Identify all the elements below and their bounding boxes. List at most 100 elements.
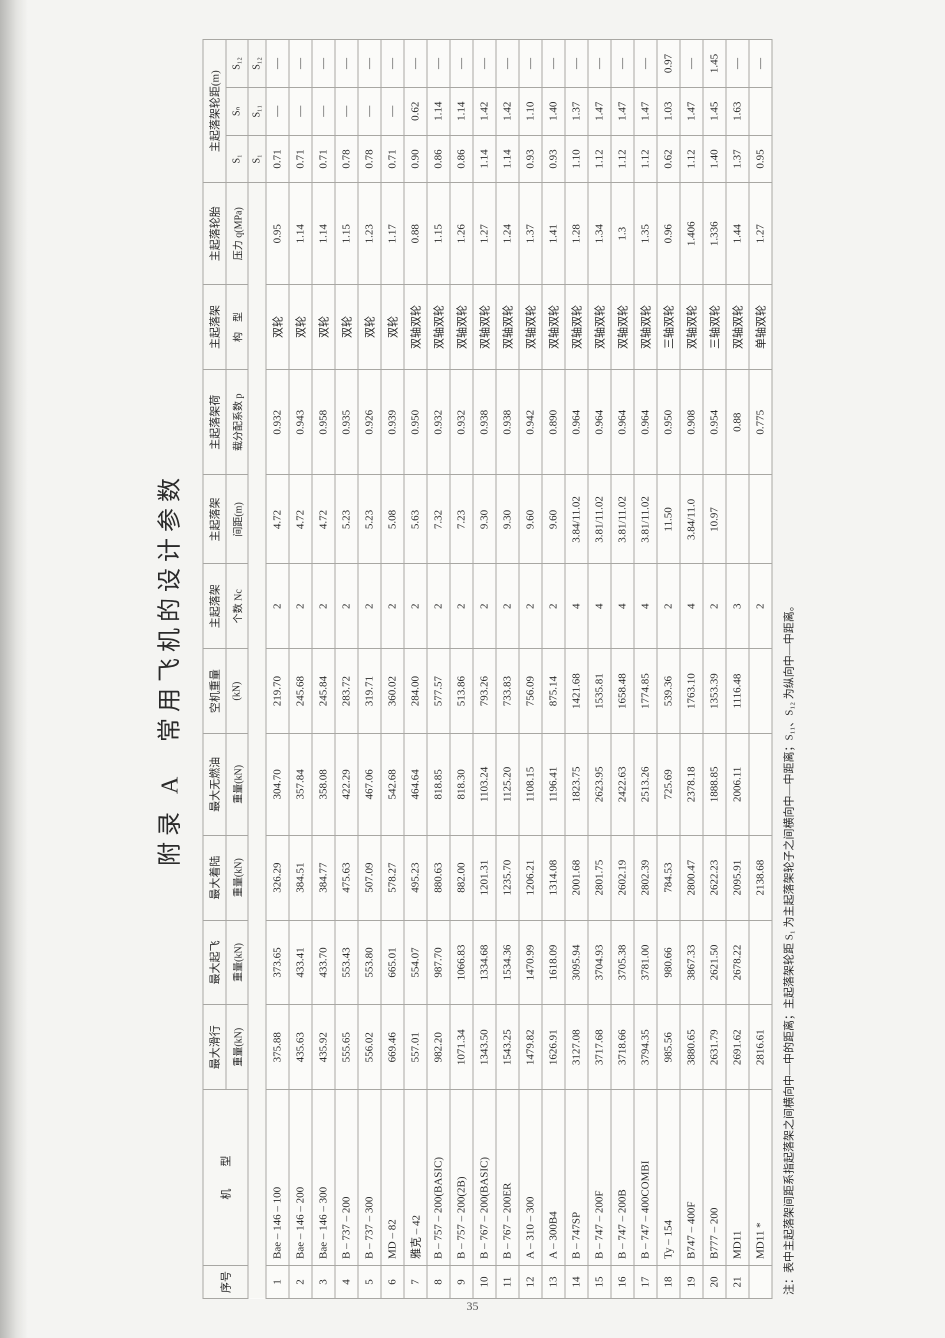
table-cell: — (312, 40, 335, 88)
table-cell: 双轴双轮 (634, 285, 657, 370)
col-takeoff-2: 重量(kN) (226, 920, 248, 1005)
table-cell: 1.14 (473, 135, 496, 183)
table-cell: 1334.68 (473, 920, 496, 1005)
table-cell: 1.3 (611, 183, 634, 285)
table-cell: 0.86 (427, 135, 450, 183)
table-cell: 1774.85 (634, 649, 657, 734)
table-cell: 577.57 (427, 649, 450, 734)
table-cell: 0.890 (542, 369, 565, 475)
table-cell: 433.41 (289, 920, 312, 1005)
table-cell: 2602.19 (611, 835, 634, 920)
table-cell (749, 733, 772, 835)
table-cell: 1343.50 (473, 1005, 496, 1090)
table-cell: B – 767 – 200ER (496, 1090, 519, 1266)
table-cell: 0.908 (680, 369, 703, 475)
table-cell: 0.942 (519, 369, 542, 475)
table-cell: 756.09 (519, 649, 542, 734)
table-cell: 0.71 (289, 135, 312, 183)
table-cell: Bae – 146 – 200 (289, 1090, 312, 1266)
table-cell: — (358, 87, 381, 135)
table-cell: 422.29 (335, 733, 358, 835)
table-cell: 2800.47 (680, 835, 703, 920)
table-cell: 245.68 (289, 649, 312, 734)
table-cell (749, 475, 772, 564)
table-cell: — (358, 40, 381, 88)
page-number: 35 (467, 1299, 479, 1314)
col-sn-bot: S₁₁ (248, 87, 266, 135)
table-cell: 245.84 (312, 649, 335, 734)
table-cell: 2 (289, 1266, 312, 1299)
table-cell: 4 (611, 564, 634, 649)
table-cell: 1.45 (703, 87, 726, 135)
table-cell: 1 (266, 1266, 289, 1299)
table-cell: 1823.75 (565, 733, 588, 835)
col-zerofuel-2: 重量(kN) (226, 733, 248, 835)
table-cell: 1.406 (680, 183, 703, 285)
table-body: 1Bae – 146 – 100375.88373.65326.29304.70… (266, 40, 772, 1299)
table-cell: 818.85 (427, 733, 450, 835)
table-cell: — (565, 40, 588, 88)
table-cell: 1.14 (450, 87, 473, 135)
table-cell: 2691.62 (726, 1005, 749, 1090)
table-cell: 双轴双轮 (726, 285, 749, 370)
table-cell: — (381, 87, 404, 135)
table-cell: 2 (496, 564, 519, 649)
table-row: MD11 *2816.612138.6820.775单轴双轮1.270.95— (749, 40, 772, 1299)
table-cell: 3880.65 (680, 1005, 703, 1090)
table-cell: 15 (588, 1266, 611, 1299)
table-cell: 882.00 (450, 835, 473, 920)
table-cell: 2 (542, 564, 565, 649)
table-cell: 1.42 (496, 87, 519, 135)
table-cell: 360.02 (381, 649, 404, 734)
table-cell: B – 757 – 200(BASIC) (427, 1090, 450, 1266)
table-cell: 2 (381, 564, 404, 649)
table-cell: 0.62 (404, 87, 427, 135)
table-cell: 3704.93 (588, 920, 611, 1005)
table-cell: 1534.36 (496, 920, 519, 1005)
table-cell: 双轴双轮 (542, 285, 565, 370)
table-cell: 3 (726, 564, 749, 649)
table-cell: 2 (312, 564, 335, 649)
col-q-2: 压力 q(MPa) (226, 183, 248, 285)
table-row: 6MD – 82669.46665.01578.27542.68360.0225… (381, 40, 404, 1299)
table-cell: 3.81/11.02 (588, 475, 611, 564)
table-row: 4B – 737 – 200555.65553.43475.63422.2928… (335, 40, 358, 1299)
table-cell: — (588, 40, 611, 88)
table-row: 21MD112691.622678.222095.912006.111116.4… (726, 40, 749, 1299)
table-cell: 17 (634, 1266, 657, 1299)
table-cell: 1.14 (427, 87, 450, 135)
table-cell: 双轮 (266, 285, 289, 370)
table-cell: A – 310 – 300 (519, 1090, 542, 1266)
col-q-1: 主起落轮胎 (203, 183, 226, 285)
table-cell: 1421.68 (565, 649, 588, 734)
col-takeoff-1: 最大起飞 (203, 920, 226, 1005)
table-cell: 2138.68 (749, 835, 772, 920)
table-cell: 1626.91 (542, 1005, 565, 1090)
table-cell: 0.62 (657, 135, 680, 183)
table-cell: 双轮 (312, 285, 335, 370)
col-wheel-group: 主起落架轮距(m) (203, 40, 226, 183)
table-cell: 464.64 (404, 733, 427, 835)
table-cell: 283.72 (335, 649, 358, 734)
table-cell: 435.63 (289, 1005, 312, 1090)
col-cfg-2: 构 型 (226, 285, 248, 370)
table-cell: 0.926 (358, 369, 381, 475)
table-cell: 2631.79 (703, 1005, 726, 1090)
table-cell: Bae – 146 – 300 (312, 1090, 335, 1266)
table-row: 9B – 757 – 200(2B)1071.341066.83882.0081… (450, 40, 473, 1299)
table-cell: 1.34 (588, 183, 611, 285)
table-cell: 0.964 (588, 369, 611, 475)
table-cell: 3.81/11.02 (634, 475, 657, 564)
col-st-bot: S₁ (248, 135, 266, 183)
table-cell: MD11 (726, 1090, 749, 1266)
table-cell: 0.775 (749, 369, 772, 475)
table-cell: — (519, 40, 542, 88)
table-cell: 8 (427, 1266, 450, 1299)
table-cell: 467.06 (358, 733, 381, 835)
table-cell: 375.88 (266, 1005, 289, 1090)
col-empty-2: (kN) (226, 649, 248, 734)
table-cell: 3794.35 (634, 1005, 657, 1090)
table-cell: 1.37 (565, 87, 588, 135)
table-cell: 3718.66 (611, 1005, 634, 1090)
table-cell: 10 (473, 1266, 496, 1299)
